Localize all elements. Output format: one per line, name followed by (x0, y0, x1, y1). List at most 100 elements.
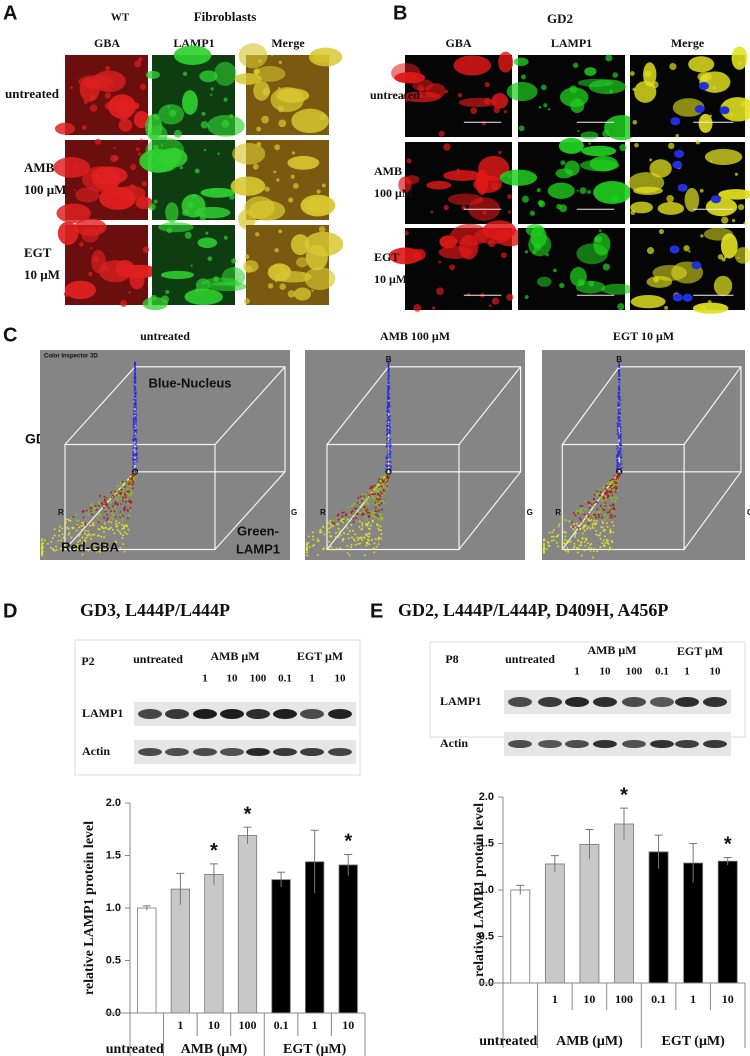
pixel-dot (387, 442, 390, 444)
pixel-dot (568, 539, 571, 542)
pixel-dot (93, 507, 96, 510)
speckle (481, 120, 487, 126)
pixel-dot (366, 542, 369, 545)
pixel-dot (112, 517, 115, 520)
speckle (139, 83, 147, 90)
pixel-dot (376, 493, 379, 496)
speckle (612, 72, 619, 78)
pixel-dot (133, 377, 136, 380)
pixel-dot (134, 368, 136, 371)
pixel-dot (123, 531, 126, 534)
pixel-dot (124, 505, 127, 508)
pixel-dot (136, 460, 139, 463)
speckle (194, 288, 200, 293)
pixel-dot (569, 540, 572, 543)
speckle (602, 263, 610, 271)
pixel-dot (381, 508, 384, 511)
pixel-dot (577, 524, 580, 527)
pixel-dot (597, 492, 600, 495)
pixel-dot (119, 546, 122, 549)
pixel-dot (106, 495, 109, 498)
speckle (644, 70, 652, 78)
pixel-dot (372, 521, 375, 524)
pixel-dot (389, 418, 391, 421)
cell (536, 276, 552, 287)
pixel-dot (387, 456, 390, 459)
cell (734, 247, 750, 264)
row-label: 100 μM (24, 182, 66, 197)
protein-label: LAMP1 (440, 694, 481, 708)
speckle (430, 210, 434, 214)
pixel-dot (356, 501, 359, 504)
pixel-dot (606, 516, 609, 519)
pixel-dot (386, 433, 389, 436)
bar (614, 823, 634, 984)
pixel-dot (84, 532, 87, 535)
speckle (487, 239, 496, 248)
pixel-dot (366, 502, 369, 505)
cell (204, 277, 239, 286)
pixel-dot (120, 488, 123, 491)
pixel-dot (58, 525, 61, 528)
pixel-dot (616, 496, 619, 499)
pixel-dot (596, 501, 599, 504)
pixel-dot (548, 531, 551, 534)
pixel-dot (375, 545, 378, 548)
pixel-dot (575, 512, 578, 515)
pixel-dot (603, 503, 606, 506)
pixel-dot (573, 542, 576, 545)
pixel-dot (89, 537, 92, 540)
cell (182, 90, 198, 115)
pixel-dot (605, 482, 608, 485)
pixel-dot (389, 415, 391, 418)
pixel-dot (608, 507, 611, 510)
pixel-dot (609, 516, 612, 519)
pixel-dot (598, 534, 601, 537)
panel-label: B (393, 2, 407, 24)
pixel-dot (385, 428, 388, 431)
row-label: AMB (24, 160, 55, 175)
pixel-dot (619, 427, 622, 430)
speckle (731, 219, 736, 223)
pixel-dot (376, 495, 379, 498)
pixel-dot (383, 502, 386, 505)
pixel-dot (340, 529, 343, 532)
pixel-dot (359, 511, 362, 514)
speckle (406, 180, 411, 185)
pixel-dot (78, 534, 81, 537)
pixel-dot (319, 528, 322, 531)
pixel-dot (574, 532, 577, 535)
speckle (126, 192, 133, 200)
bar (510, 889, 531, 984)
pixel-dot (611, 485, 614, 488)
pixel-dot (598, 494, 601, 497)
speckle (406, 158, 412, 164)
pixel-dot (388, 403, 390, 406)
pixel-dot (105, 501, 108, 504)
nucleus (672, 293, 683, 302)
pixel-dot (371, 520, 374, 523)
speckle (491, 297, 500, 305)
lane-label: 10 (600, 666, 612, 678)
pixel-dot (372, 515, 375, 518)
x-tick-label: 1 (312, 1018, 318, 1032)
speckle (729, 113, 734, 117)
pixel-dot (332, 525, 335, 528)
pixel-dot (55, 549, 58, 552)
speckle (506, 293, 514, 301)
pixel-dot (618, 437, 620, 440)
speckle (632, 87, 636, 92)
pixel-dot (359, 495, 362, 498)
pixel-dot (604, 541, 607, 544)
pixel-dot (619, 433, 622, 436)
pixel-dot (351, 509, 354, 512)
pixel-dot (103, 536, 106, 539)
pixel-dot (370, 485, 373, 488)
band (508, 740, 532, 748)
pixel-dot (134, 454, 137, 457)
cell (291, 108, 329, 134)
pixel-dot (616, 445, 618, 448)
pixel-dot (134, 428, 137, 431)
pixel-dot (103, 516, 106, 519)
pixel-dot (620, 447, 622, 450)
